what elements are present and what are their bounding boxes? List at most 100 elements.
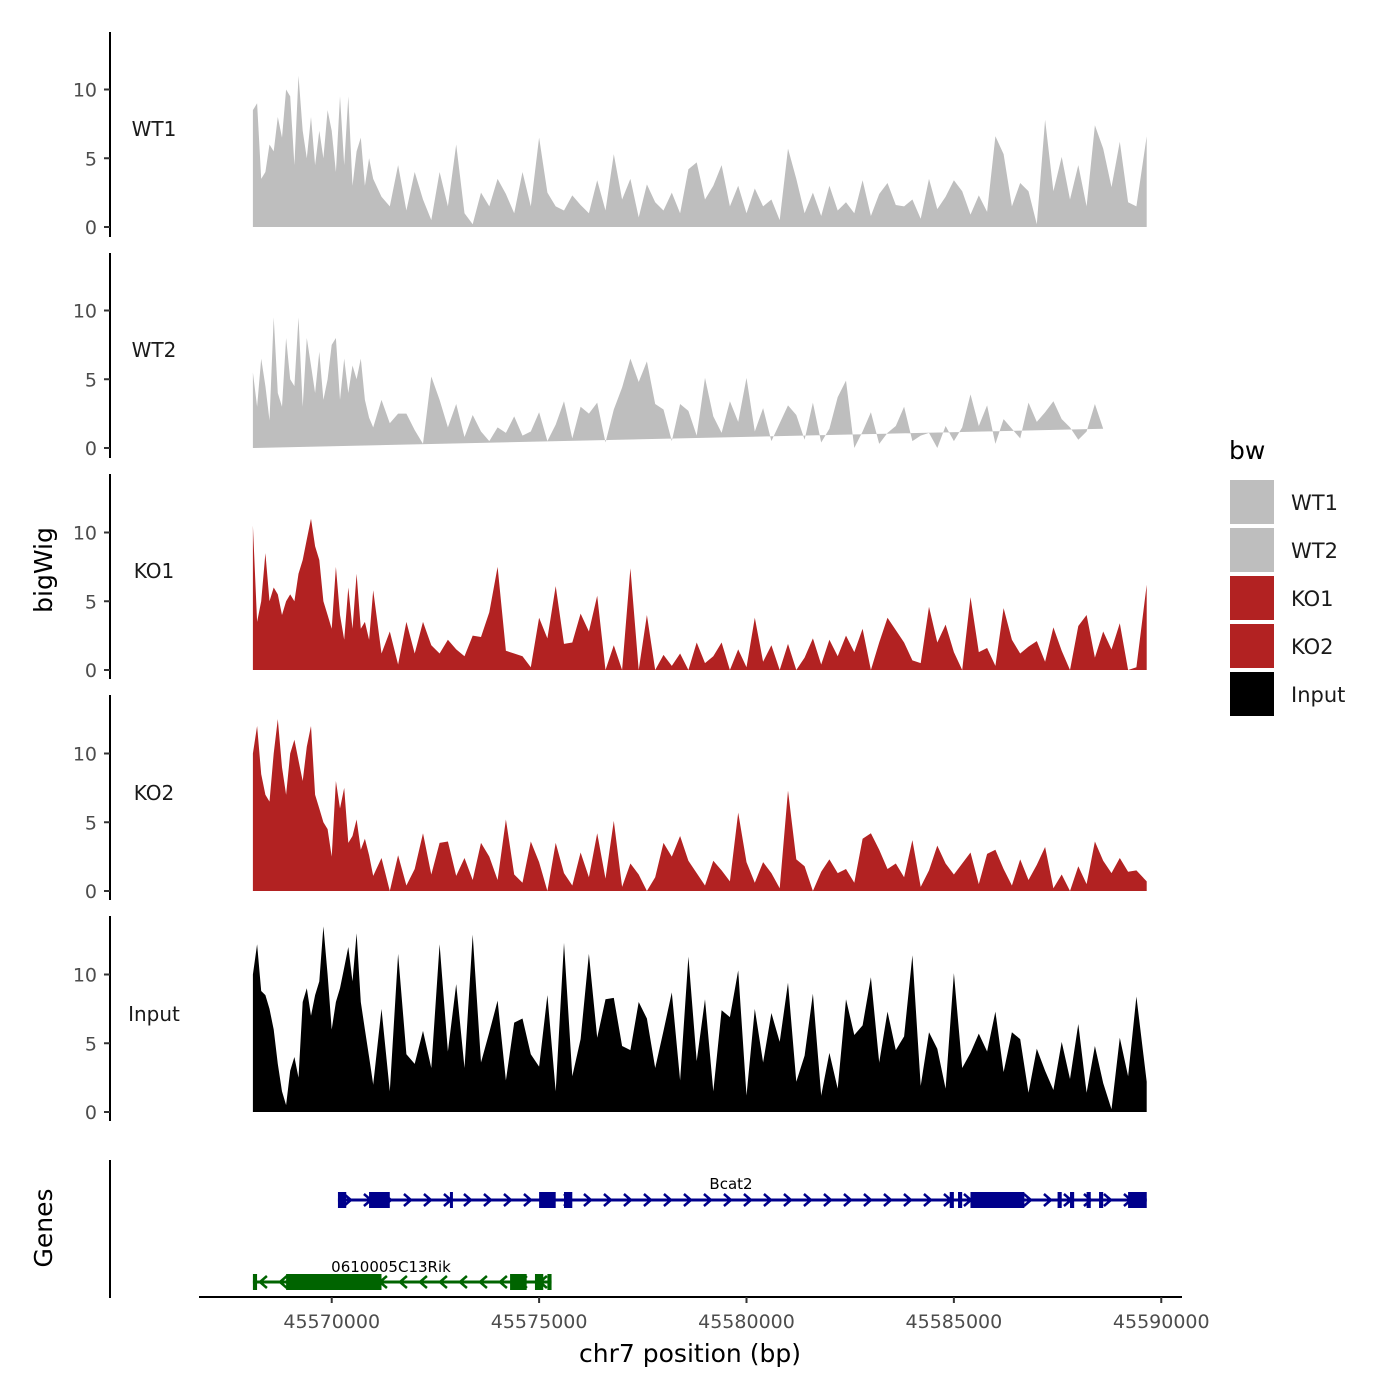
strand-arrow	[743, 1193, 753, 1207]
y-tick-label: 10	[73, 523, 97, 545]
signal-area-input	[252, 926, 1147, 1112]
y-tick-label: 0	[85, 438, 97, 460]
track-ko2: 0 5 10 KO2	[73, 695, 1147, 903]
strand-arrow	[483, 1193, 493, 1207]
exon	[337, 1192, 347, 1208]
x-tick-label: 45580000	[698, 1311, 795, 1333]
exon	[534, 1274, 544, 1290]
exon	[970, 1192, 1025, 1208]
strand-arrow	[863, 1193, 873, 1207]
x-tick-label: 45590000	[1113, 1311, 1210, 1333]
strand-arrow	[437, 1275, 448, 1289]
strand-arrow	[343, 1193, 353, 1207]
strand-arrow	[823, 1193, 833, 1207]
y-tick-label: 10	[73, 744, 97, 766]
legend: bw WT1 WT2 KO1 KO2 Input	[1229, 436, 1345, 716]
track-label-ko1: KO1	[134, 559, 175, 583]
exon	[1099, 1192, 1104, 1208]
y-tick-label: 5	[85, 1033, 97, 1055]
signal-area-ko2	[252, 719, 1147, 891]
strand-arrow	[883, 1193, 893, 1207]
legend-key-wt2	[1230, 528, 1274, 572]
strand-arrow	[503, 1193, 513, 1207]
strand-arrow	[1103, 1193, 1113, 1207]
track-label-wt1: WT1	[132, 117, 177, 141]
strand-arrow	[277, 1275, 288, 1289]
strand-arrow	[1083, 1193, 1093, 1207]
gene-label: Bcat2	[709, 1175, 752, 1193]
gene-0610005c13rik: 0610005C13Rik	[252, 1258, 552, 1290]
x-tick-label: 45570000	[283, 1311, 380, 1333]
y-tick-label: 5	[85, 148, 97, 170]
strand-arrow	[423, 1193, 433, 1207]
y-tick-label: 0	[85, 881, 97, 903]
strand-arrow	[583, 1193, 593, 1207]
strand-arrow	[803, 1193, 813, 1207]
strand-arrow	[1043, 1193, 1053, 1207]
strand-arrow	[403, 1193, 413, 1207]
legend-title: bw	[1229, 436, 1265, 465]
x-axis: 45570000 45575000 45580000 45585000 45590000	[199, 1296, 1210, 1333]
legend-label-wt1: WT1	[1291, 491, 1338, 515]
exon	[563, 1192, 573, 1208]
strand-arrow	[397, 1275, 408, 1289]
strand-arrow	[477, 1275, 488, 1289]
y-tick-label: 5	[85, 591, 97, 613]
legend-label-ko2: KO2	[1291, 635, 1334, 659]
strand-arrow	[457, 1275, 468, 1289]
y-tick-label: 10	[73, 965, 97, 987]
strand-arrow	[843, 1193, 853, 1207]
gene-label: 0610005C13Rik	[331, 1258, 451, 1276]
genes-axis-title: Genes	[29, 1188, 58, 1267]
y-tick-label: 10	[73, 301, 97, 323]
exon	[1086, 1192, 1091, 1208]
legend-key-wt1	[1230, 480, 1274, 524]
strand-arrow	[623, 1193, 633, 1207]
strand-arrow	[923, 1193, 933, 1207]
legend-key-ko2	[1230, 624, 1274, 668]
strand-arrow	[643, 1193, 653, 1207]
strand-arrow	[523, 1193, 533, 1207]
exon	[510, 1274, 527, 1290]
track-input: 0 5 10 Input	[73, 916, 1147, 1124]
y-tick-label: 5	[85, 369, 97, 391]
exon	[958, 1192, 963, 1208]
y-tick-label: 0	[85, 1102, 97, 1124]
strand-arrow	[417, 1275, 428, 1289]
track-wt1: 0 5 10 WT1	[73, 32, 1147, 239]
track-ko1: 0 5 10 KO1	[73, 474, 1147, 682]
strand-arrow	[257, 1275, 268, 1289]
y-tick-label: 5	[85, 812, 97, 834]
x-tick-label: 45585000	[906, 1311, 1003, 1333]
track-label-ko2: KO2	[134, 781, 175, 805]
y-tick-label: 10	[73, 80, 97, 102]
gene-track: Bcat2 0610005C13Rik	[109, 1160, 1147, 1298]
exon	[949, 1192, 954, 1208]
track-label-wt2: WT2	[132, 338, 177, 362]
exon	[286, 1274, 382, 1290]
exon	[539, 1192, 556, 1208]
strand-arrow	[763, 1193, 773, 1207]
strand-arrow	[663, 1193, 673, 1207]
track-label-input: Input	[128, 1002, 180, 1026]
strand-arrow	[497, 1275, 508, 1289]
exon	[547, 1274, 552, 1290]
y-tick-label: 0	[85, 660, 97, 682]
legend-label-input: Input	[1291, 683, 1345, 707]
strand-arrow	[903, 1193, 913, 1207]
strand-arrow	[1023, 1193, 1033, 1207]
exon	[1057, 1192, 1062, 1208]
exon	[1128, 1192, 1147, 1208]
signal-area-ko1	[252, 518, 1147, 670]
strand-arrow	[463, 1193, 473, 1207]
exon	[369, 1192, 390, 1208]
exon	[1070, 1192, 1075, 1208]
strand-arrow	[723, 1193, 733, 1207]
legend-key-input	[1230, 672, 1274, 716]
exon	[252, 1274, 258, 1290]
signal-area-wt2	[252, 317, 1104, 448]
tracks: 0 5 10 WT1 0 5 10 WT2 0 5 10 KO1 0 5 10 KO2 0 5 10 Input	[73, 32, 1147, 1124]
strand-arrow	[783, 1193, 793, 1207]
legend-key-ko1	[1230, 576, 1274, 620]
